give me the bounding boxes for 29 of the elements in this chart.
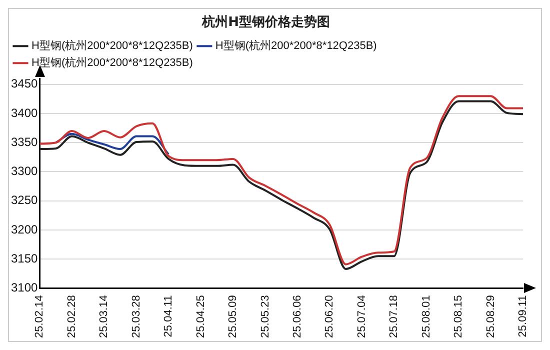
x-tick-label: 25.08.15	[452, 295, 465, 338]
x-tick-label: 25.08.29	[484, 295, 497, 338]
x-tick-label: 25.07.18	[388, 295, 400, 338]
x-tick-label: 25.02.28	[66, 295, 78, 338]
y-tick-label: 3300	[10, 164, 38, 178]
x-tick-label: 25.07.04	[356, 295, 368, 338]
legend-label: H型钢(杭州200*200*8*12Q235B)	[215, 39, 377, 52]
x-tick-label: 25.06.20	[324, 295, 336, 338]
legend-label: H型钢(杭州200*200*8*12Q235B)	[32, 39, 193, 52]
x-tick-label: 25.05.23	[259, 295, 272, 338]
y-tick-label: 3200	[10, 222, 38, 236]
x-tick-label: 25.09.11	[517, 295, 530, 338]
y-tick-label: 3400	[10, 106, 38, 120]
x-tick-label: 25.04.11	[162, 295, 175, 338]
x-tick-label: 25.04.25	[194, 295, 207, 338]
y-tick-label: 3100	[10, 280, 38, 294]
x-tick-label: 25.08.01	[420, 295, 432, 338]
x-tick-label: 25.03.28	[130, 295, 142, 338]
x-tick-label: 25.06.06	[291, 295, 304, 338]
legend-label: H型钢(杭州200*200*8*12Q235B)	[32, 56, 193, 70]
x-tick-label: 25.03.14	[98, 295, 110, 338]
y-tick-label: 3450	[10, 76, 38, 91]
y-tick-label: 3250	[10, 193, 38, 208]
line-series	[54, 132, 170, 156]
chart-title: 杭州H型钢价格走势图	[201, 14, 330, 30]
y-tick-label: 3350	[10, 134, 38, 149]
x-tick-label: 25.05.09	[227, 295, 240, 338]
x-tick-label: 25.02.14	[34, 295, 46, 338]
y-tick-label: 3150	[10, 251, 38, 266]
